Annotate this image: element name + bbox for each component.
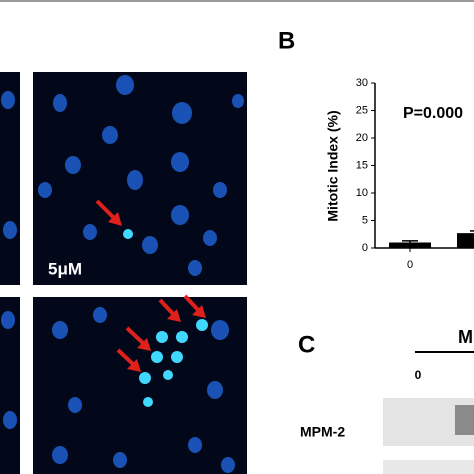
micrograph xyxy=(0,297,20,474)
y-tick-label: 0 xyxy=(362,242,368,254)
annotation: P=0.000 xyxy=(403,105,463,122)
y-axis-label: Mitotic Index (%) xyxy=(325,110,341,221)
arrows xyxy=(95,199,206,372)
y-tick-label: 15 xyxy=(356,159,368,171)
x-tick-label: 0 xyxy=(407,259,413,271)
mitotic-cells xyxy=(123,229,208,407)
micrograph-label: 5μM xyxy=(48,259,82,278)
panel-label: B xyxy=(278,27,295,54)
y-tick-label: 10 xyxy=(356,187,368,199)
micrographs: 5μM xyxy=(0,72,247,474)
y-tick-label: 30 xyxy=(356,77,368,89)
lane-label: 0 xyxy=(415,368,422,382)
bar-chart: Mitotic Index (%) P=0.000 0 5 10 15 20 25 30 0 xyxy=(325,77,474,271)
y-tick-label: 5 xyxy=(362,214,368,226)
row-label: MPM-2 xyxy=(300,424,345,440)
blot xyxy=(383,460,474,474)
blot-header: M xyxy=(458,327,473,347)
y-tick-label: 25 xyxy=(356,104,368,116)
nuclei xyxy=(1,75,244,473)
blot-panel: M 0 MPM-2 xyxy=(300,327,474,474)
panel-label: C xyxy=(298,331,315,358)
y-tick-label: 20 xyxy=(356,132,368,144)
bar xyxy=(457,233,474,248)
blot-band xyxy=(455,405,474,435)
bar xyxy=(389,242,431,248)
